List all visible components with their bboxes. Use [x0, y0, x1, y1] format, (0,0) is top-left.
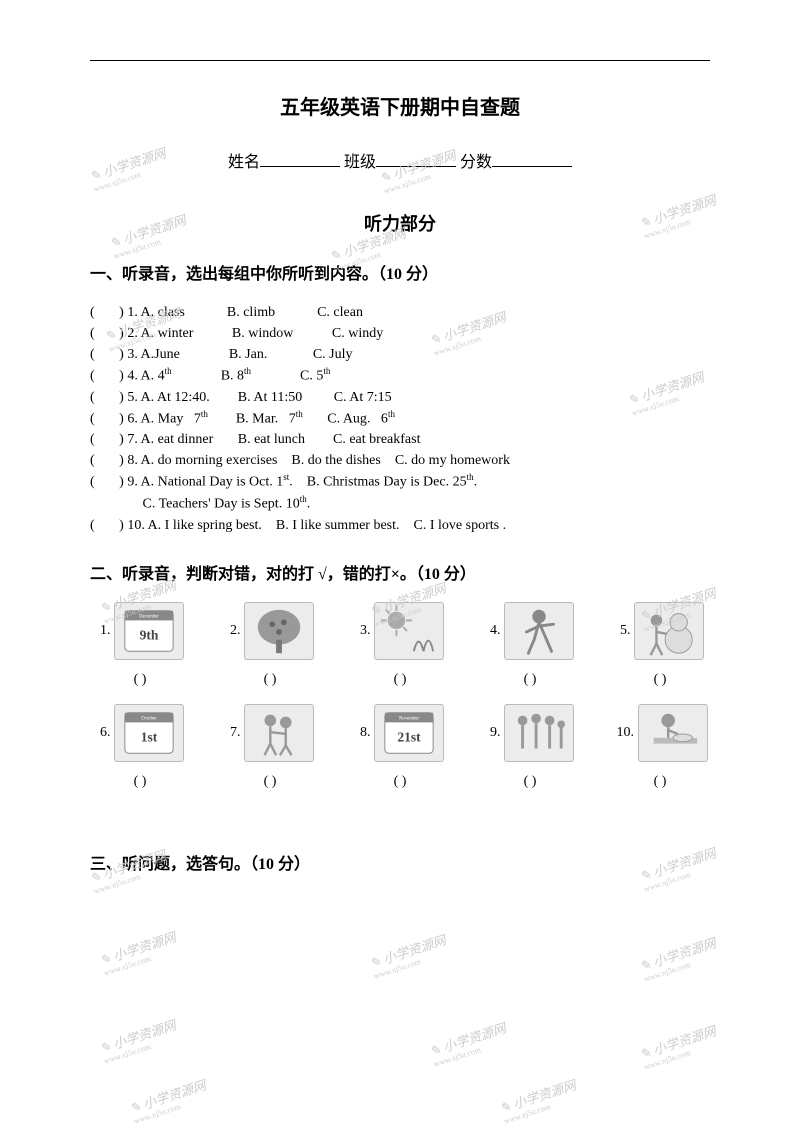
picture-calendar-icon: December 9th: [114, 602, 184, 660]
answer-paren: ( ): [480, 672, 580, 688]
watermark: ✎ 小学资源网www.xj5u.com: [98, 930, 181, 979]
name-label: 姓名: [228, 154, 260, 171]
watermark: ✎ 小学资源网www.xj5u.com: [638, 936, 721, 985]
picture-calendar-icon: November 21st: [374, 704, 444, 762]
class-label: 班级: [344, 154, 376, 171]
picture-item: 10.: [610, 704, 710, 762]
item-number: 9.: [486, 725, 501, 740]
question-row: ( ) 7. A. eat dinner B. eat lunch C. eat…: [90, 429, 710, 450]
svg-text:9th: 9th: [140, 627, 159, 642]
section3-header: 三、听问题，选答句。（10 分）: [90, 850, 710, 874]
picture-girl-run-icon: [504, 602, 574, 660]
info-row: 姓名 班级 分数: [90, 148, 710, 172]
item-number: 3.: [356, 623, 371, 638]
picture-item: 8. November 21st: [350, 704, 450, 762]
answer-paren: ( ): [220, 774, 320, 790]
section2-row-bottom: 6. October 1st 7. 8. November 21st 9. 10.: [90, 704, 710, 762]
item-number: 1.: [96, 623, 111, 638]
answer-paren: ( ): [90, 672, 190, 688]
question-row: ( ) 1. A. class B. climb C. clean: [90, 302, 710, 323]
question-row: ( ) 10. A. I like spring best. B. I like…: [90, 515, 710, 536]
section1-list: ( ) 1. A. class B. climb C. clean( ) 2. …: [90, 302, 710, 536]
watermark: ✎ 小学资源网www.xj5u.com: [368, 933, 451, 982]
item-number: 2.: [226, 623, 241, 638]
answer-paren: ( ): [610, 774, 710, 790]
picture-item: 2.: [220, 602, 320, 660]
item-number: 7.: [226, 725, 241, 740]
section1-header: 一、听录音，选出每组中你所听到内容。（10 分）: [90, 260, 710, 284]
question-row: ( ) 2. A. winter B. window C. windy: [90, 323, 710, 344]
page-title: 五年级英语下册期中自查题: [90, 91, 710, 120]
class-blank: [376, 151, 456, 167]
score-blank: [492, 151, 572, 167]
section2-parens-top: ( ) ( ) ( ) ( ) ( ): [90, 672, 710, 688]
question-row: ( ) 5. A. At 12:40. B. At 11:50 C. At 7:…: [90, 387, 710, 408]
watermark: ✎ 小学资源网www.xj5u.com: [128, 1078, 211, 1127]
picture-tree-icon: [244, 602, 314, 660]
answer-paren: ( ): [350, 774, 450, 790]
picture-family-icon: [504, 704, 574, 762]
svg-text:21st: 21st: [397, 729, 421, 744]
svg-text:November: November: [399, 716, 420, 721]
picture-item: 6. October 1st: [90, 704, 190, 762]
section2-header: 二、听录音，判断对错，对的打 √，错的打×。（10 分）: [90, 560, 710, 584]
section2-parens-bottom: ( ) ( ) ( ) ( ) ( ): [90, 774, 710, 790]
question-row: ( ) 3. A.June B. Jan. C. July: [90, 344, 710, 365]
item-number: 4.: [486, 623, 501, 638]
svg-text:October: October: [141, 716, 157, 721]
item-number: 5.: [616, 623, 631, 638]
answer-paren: ( ): [480, 774, 580, 790]
picture-item: 4.: [480, 602, 580, 660]
item-number: 10.: [613, 725, 635, 740]
question-row: C. Teachers' Day is Sept. 10th.: [90, 493, 710, 515]
item-number: 6.: [96, 725, 111, 740]
answer-paren: ( ): [610, 672, 710, 688]
picture-item: 9.: [480, 704, 580, 762]
picture-sun-icon: [374, 602, 444, 660]
question-row: ( ) 6. A. May 7th B. Mar. 7th C. Aug. 6t…: [90, 408, 710, 430]
question-row: ( ) 9. A. National Day is Oct. 1st. B. C…: [90, 471, 710, 493]
watermark: ✎ 小学资源网www.xj5u.com: [428, 1021, 511, 1070]
question-row: ( ) 4. A. 4th B. 8th C. 5th: [90, 365, 710, 387]
picture-snowman-icon: [634, 602, 704, 660]
answer-paren: ( ): [220, 672, 320, 688]
svg-text:December: December: [139, 614, 159, 619]
picture-item: 1. December 9th: [90, 602, 190, 660]
answer-paren: ( ): [350, 672, 450, 688]
name-blank: [260, 151, 340, 167]
item-number: 8.: [356, 725, 371, 740]
picture-girl-eat-icon: [638, 704, 708, 762]
picture-kids-icon: [244, 704, 314, 762]
watermark: ✎ 小学资源网www.xj5u.com: [638, 1024, 721, 1073]
svg-text:1st: 1st: [141, 729, 158, 744]
section2-row-top: 1. December 9th 2. 3. 4. 5.: [90, 602, 710, 660]
question-row: ( ) 8. A. do morning exercises B. do the…: [90, 450, 710, 471]
watermark: ✎ 小学资源网www.xj5u.com: [498, 1078, 581, 1127]
picture-item: 3.: [350, 602, 450, 660]
top-rule: [90, 60, 710, 61]
score-label: 分数: [460, 154, 492, 171]
answer-paren: ( ): [90, 774, 190, 790]
picture-item: 5.: [610, 602, 710, 660]
picture-item: 7.: [220, 704, 320, 762]
listening-title: 听力部分: [90, 210, 710, 236]
watermark: ✎ 小学资源网www.xj5u.com: [98, 1018, 181, 1067]
picture-calendar-icon: October 1st: [114, 704, 184, 762]
